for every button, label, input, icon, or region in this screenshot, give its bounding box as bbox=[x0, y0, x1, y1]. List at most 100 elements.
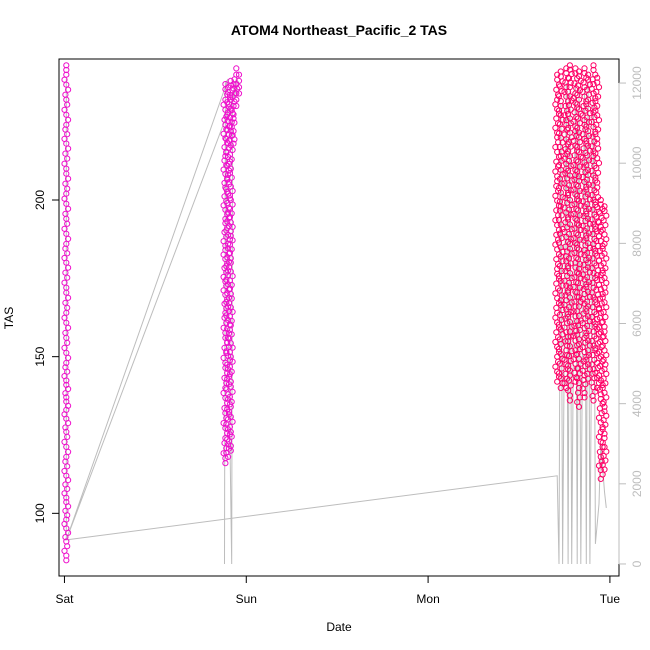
data-point bbox=[603, 412, 610, 419]
data-point bbox=[603, 394, 610, 401]
data-point bbox=[566, 392, 574, 399]
data-point bbox=[229, 308, 236, 315]
data-point bbox=[62, 150, 69, 157]
data-point bbox=[574, 318, 581, 325]
data-point bbox=[576, 394, 584, 401]
data-point bbox=[225, 167, 233, 174]
data-point bbox=[576, 139, 584, 146]
data-point bbox=[231, 119, 238, 126]
data-point bbox=[227, 165, 234, 172]
plot-frame bbox=[58, 58, 620, 577]
data-point bbox=[65, 420, 72, 427]
data-point bbox=[603, 212, 610, 219]
data-point bbox=[227, 447, 234, 454]
data-point bbox=[63, 394, 70, 401]
data-point bbox=[568, 201, 575, 208]
data-point bbox=[227, 228, 234, 235]
data-point bbox=[602, 337, 609, 345]
data-point bbox=[64, 250, 71, 257]
data-point bbox=[224, 260, 231, 267]
data-point bbox=[554, 378, 561, 385]
data-point bbox=[603, 370, 610, 377]
data-point bbox=[602, 313, 609, 321]
data-point bbox=[233, 96, 240, 103]
data-point bbox=[227, 290, 234, 298]
data-point bbox=[558, 365, 565, 372]
data-point bbox=[63, 377, 70, 384]
data-point bbox=[585, 230, 593, 237]
data-point bbox=[65, 145, 72, 152]
data-point bbox=[581, 389, 588, 397]
data-point bbox=[583, 98, 590, 105]
data-point bbox=[62, 390, 69, 397]
data-point bbox=[576, 187, 584, 194]
data-point bbox=[585, 279, 593, 286]
data-point bbox=[567, 187, 574, 194]
data-point bbox=[64, 304, 71, 311]
data-point bbox=[557, 384, 564, 392]
data-point bbox=[226, 349, 233, 356]
data-point bbox=[575, 68, 583, 75]
data-point bbox=[229, 237, 236, 244]
data-point bbox=[64, 368, 71, 375]
x-tick-label: Sat bbox=[55, 592, 74, 606]
data-point bbox=[585, 327, 593, 334]
data-point bbox=[228, 210, 235, 217]
data-point bbox=[63, 557, 70, 564]
data-point bbox=[231, 136, 238, 143]
data-point bbox=[555, 358, 562, 365]
data-point bbox=[563, 65, 570, 72]
data-point bbox=[557, 68, 564, 75]
data-point bbox=[558, 316, 565, 323]
data-point bbox=[574, 147, 581, 154]
data-point bbox=[555, 236, 562, 243]
data-point bbox=[64, 101, 71, 108]
data-point bbox=[568, 177, 575, 184]
data-point bbox=[62, 329, 69, 336]
data-point bbox=[577, 251, 584, 258]
data-point bbox=[225, 222, 233, 230]
data-point bbox=[573, 113, 580, 121]
data-point bbox=[597, 196, 604, 204]
data-point bbox=[602, 222, 609, 229]
data-point bbox=[586, 110, 594, 117]
data-point bbox=[583, 74, 590, 81]
data-point bbox=[568, 250, 575, 257]
data-point bbox=[577, 110, 584, 117]
x-tick-label: Mon bbox=[416, 592, 439, 606]
data-point bbox=[62, 424, 69, 431]
data-point bbox=[585, 157, 593, 164]
data-point bbox=[64, 220, 71, 227]
data-point bbox=[595, 169, 602, 176]
y2-tick-label: 8000 bbox=[630, 230, 644, 257]
data-point bbox=[63, 552, 70, 559]
x-axis: Sat Sun Mon Tue bbox=[55, 575, 620, 606]
data-point bbox=[585, 375, 592, 382]
data-point bbox=[568, 274, 575, 282]
data-point bbox=[568, 70, 575, 78]
data-point bbox=[62, 269, 69, 276]
data-point bbox=[554, 353, 561, 360]
data-point bbox=[567, 309, 574, 316]
data-point bbox=[595, 126, 602, 133]
data-point bbox=[602, 289, 609, 296]
data-point bbox=[566, 62, 574, 69]
y2-axis: 0 2000 4000 6000 8000 10000 12000 bbox=[618, 66, 644, 567]
data-point bbox=[598, 458, 605, 465]
data-point bbox=[581, 65, 588, 72]
data-point bbox=[228, 317, 235, 324]
data-point bbox=[227, 322, 234, 329]
data-point bbox=[225, 267, 232, 274]
data-point bbox=[224, 296, 231, 303]
data-point bbox=[576, 212, 584, 219]
data-point bbox=[589, 393, 596, 400]
data-point bbox=[229, 273, 236, 280]
data-point bbox=[575, 403, 583, 410]
data-point bbox=[564, 107, 571, 114]
x-axis-label: Date bbox=[326, 620, 352, 634]
data-point bbox=[62, 534, 69, 541]
data-point bbox=[557, 203, 564, 210]
data-point bbox=[592, 299, 599, 306]
data-point bbox=[230, 115, 237, 122]
data-point bbox=[63, 66, 70, 74]
